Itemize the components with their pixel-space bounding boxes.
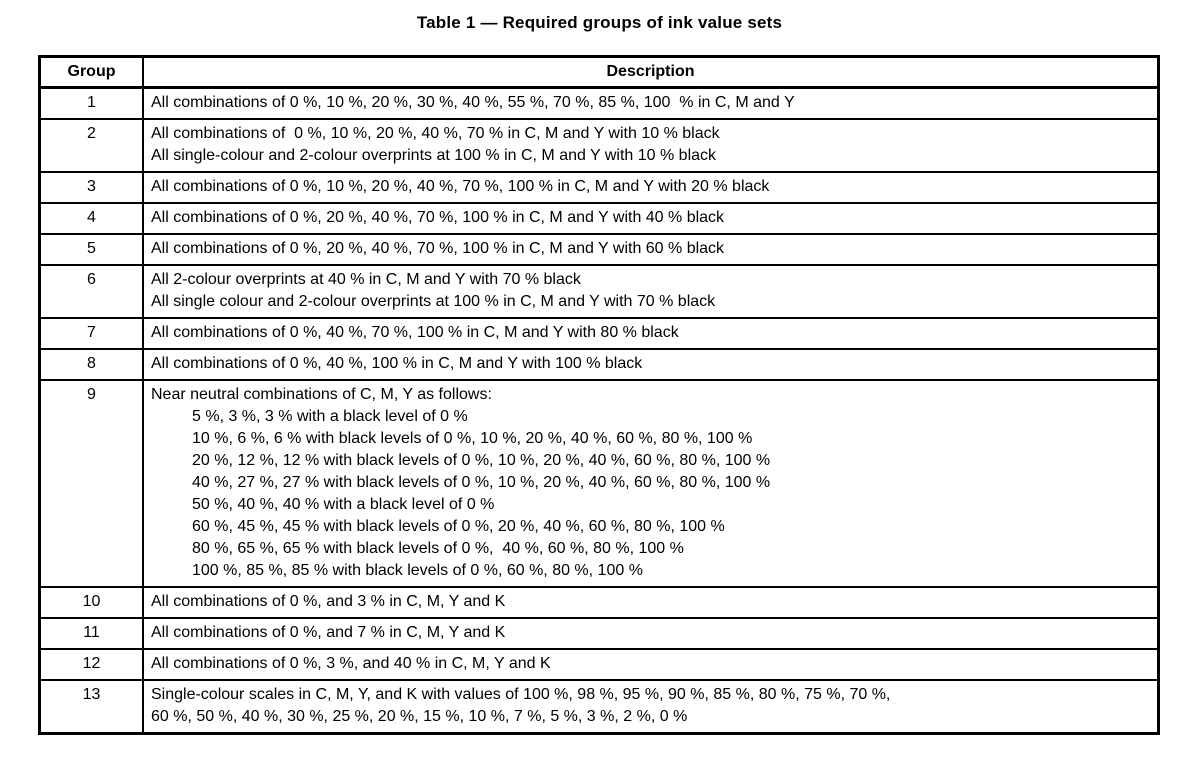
group-cell: 4 xyxy=(38,202,144,235)
description-line: All combinations of 0 %, 3 %, and 40 % i… xyxy=(151,655,551,672)
description-cell: All combinations of 0 %, 20 %, 40 %, 70 … xyxy=(142,233,1160,266)
description-line: All combinations of 0 %, 10 %, 20 %, 40 … xyxy=(151,125,720,142)
ink-value-sets-table: Group Description 1 All combinations of 0… xyxy=(38,55,1160,735)
table-row: 5 All combinations of 0 %, 20 %, 40 %, 70… xyxy=(38,233,1160,266)
group-cell: 1 xyxy=(38,86,144,120)
description-line: Near neutral combinations of C, M, Y as … xyxy=(151,386,492,403)
description-line: 20 %, 12 %, 12 % with black levels of 0 … xyxy=(192,452,771,469)
description-cell: All combinations of 0 %, 3 %, and 40 % i… xyxy=(142,648,1160,681)
table-row: 4 All combinations of 0 %, 20 %, 40 %, 70… xyxy=(38,202,1160,235)
description-line: All combinations of 0 %, 40 %, 100 % in … xyxy=(151,355,643,372)
description-line: 60 %, 50 %, 40 %, 30 %, 25 %, 20 %, 15 %… xyxy=(151,708,688,725)
table-row: 12 All combinations of 0 %, 3 %, and 40 %… xyxy=(38,648,1160,681)
group-cell: 6 xyxy=(38,264,144,319)
description-line: 60 %, 45 %, 45 % with black levels of 0 … xyxy=(192,518,725,535)
description-cell: Near neutral combinations of C, M, Y as … xyxy=(142,379,1160,588)
group-column-header: Group xyxy=(38,55,144,89)
description-cell: All combinations of 0 %, and 3 % in C, M… xyxy=(142,586,1160,619)
description-line: 5 %, 3 %, 3 % with a black level of 0 % xyxy=(192,408,468,425)
description-cell: All combinations of 0 %, 20 %, 40 %, 70 … xyxy=(142,202,1160,235)
description-cell: All combinations of 0 %, 10 %, 20 %, 30 … xyxy=(142,86,1160,120)
table-row: 6 All 2-colour overprints at 40 % in C, M… xyxy=(38,264,1160,319)
group-cell: 7 xyxy=(38,317,144,350)
description-line: All combinations of 0 %, and 7 % in C, M… xyxy=(151,624,506,641)
table-row: 10 All combinations of 0 %, and 3 % in C,… xyxy=(38,586,1160,619)
description-line: 50 %, 40 %, 40 % with a black level of 0… xyxy=(192,496,495,513)
table-caption: Table 1 — Required groups of ink value s… xyxy=(416,13,783,32)
description-line: All combinations of 0 %, 40 %, 70 %, 100… xyxy=(151,324,679,341)
table-row: 13 Single-colour scales in C, M, Y, and K… xyxy=(38,679,1160,735)
description-line: All combinations of 0 %, 10 %, 20 %, 30 … xyxy=(151,94,795,111)
description-cell: All combinations of 0 %, 40 %, 70 %, 100… xyxy=(142,317,1160,350)
group-cell: 3 xyxy=(38,171,144,204)
table-row: 11 All combinations of 0 %, and 7 % in C,… xyxy=(38,617,1160,650)
description-line: All single colour and 2-colour overprint… xyxy=(151,293,716,310)
group-cell: 11 xyxy=(38,617,144,650)
group-cell: 2 xyxy=(38,118,144,173)
table-row: 1 All combinations of 0 %, 10 %, 20 %, 30… xyxy=(38,86,1160,120)
description-line: All combinations of 0 %, 10 %, 20 %, 40 … xyxy=(151,178,770,195)
group-cell: 10 xyxy=(38,586,144,619)
description-cell: All combinations of 0 %, 10 %, 20 %, 40 … xyxy=(142,171,1160,204)
description-column-header: Description xyxy=(142,55,1160,89)
header-row: Group Description xyxy=(38,55,1160,89)
group-cell: 13 xyxy=(38,679,144,735)
group-cell: 12 xyxy=(38,648,144,681)
description-line: All single-colour and 2-colour overprint… xyxy=(151,147,717,164)
description-line: All combinations of 0 %, 20 %, 40 %, 70 … xyxy=(151,209,725,226)
description-line: Single-colour scales in C, M, Y, and K w… xyxy=(151,686,891,703)
table-row: 2 All combinations of 0 %, 10 %, 20 %, 40… xyxy=(38,118,1160,173)
table-row: 7 All combinations of 0 %, 40 %, 70 %, 10… xyxy=(38,317,1160,350)
description-cell: All combinations of 0 %, 40 %, 100 % in … xyxy=(142,348,1160,381)
description-line: 40 %, 27 %, 27 % with black levels of 0 … xyxy=(192,474,771,491)
table-row: 8 All combinations of 0 %, 40 %, 100 % in… xyxy=(38,348,1160,381)
table-body: 1 All combinations of 0 %, 10 %, 20 %, 30… xyxy=(38,86,1160,735)
group-cell: 5 xyxy=(38,233,144,266)
description-line: 10 %, 6 %, 6 % with black levels of 0 %,… xyxy=(192,430,753,447)
description-line: 100 %, 85 %, 85 % with black levels of 0… xyxy=(192,562,643,579)
description-cell: All combinations of 0 %, and 7 % in C, M… xyxy=(142,617,1160,650)
description-cell: All combinations of 0 %, 10 %, 20 %, 40 … xyxy=(142,118,1160,173)
table-row: 9 Near neutral combinations of C, M, Y as… xyxy=(38,379,1160,588)
description-line: All combinations of 0 %, 20 %, 40 %, 70 … xyxy=(151,240,725,257)
group-cell: 9 xyxy=(38,379,144,588)
description-cell: All 2-colour overprints at 40 % in C, M … xyxy=(142,264,1160,319)
description-line: 80 %, 65 %, 65 % with black levels of 0 … xyxy=(192,540,684,557)
description-line: All 2-colour overprints at 40 % in C, M … xyxy=(151,271,581,288)
group-cell: 8 xyxy=(38,348,144,381)
description-line: All combinations of 0 %, and 3 % in C, M… xyxy=(151,593,506,610)
table-row: 3 All combinations of 0 %, 10 %, 20 %, 40… xyxy=(38,171,1160,204)
document-page: Table 1 — Required groups of ink value s… xyxy=(0,13,1199,772)
description-cell: Single-colour scales in C, M, Y, and K w… xyxy=(142,679,1160,735)
